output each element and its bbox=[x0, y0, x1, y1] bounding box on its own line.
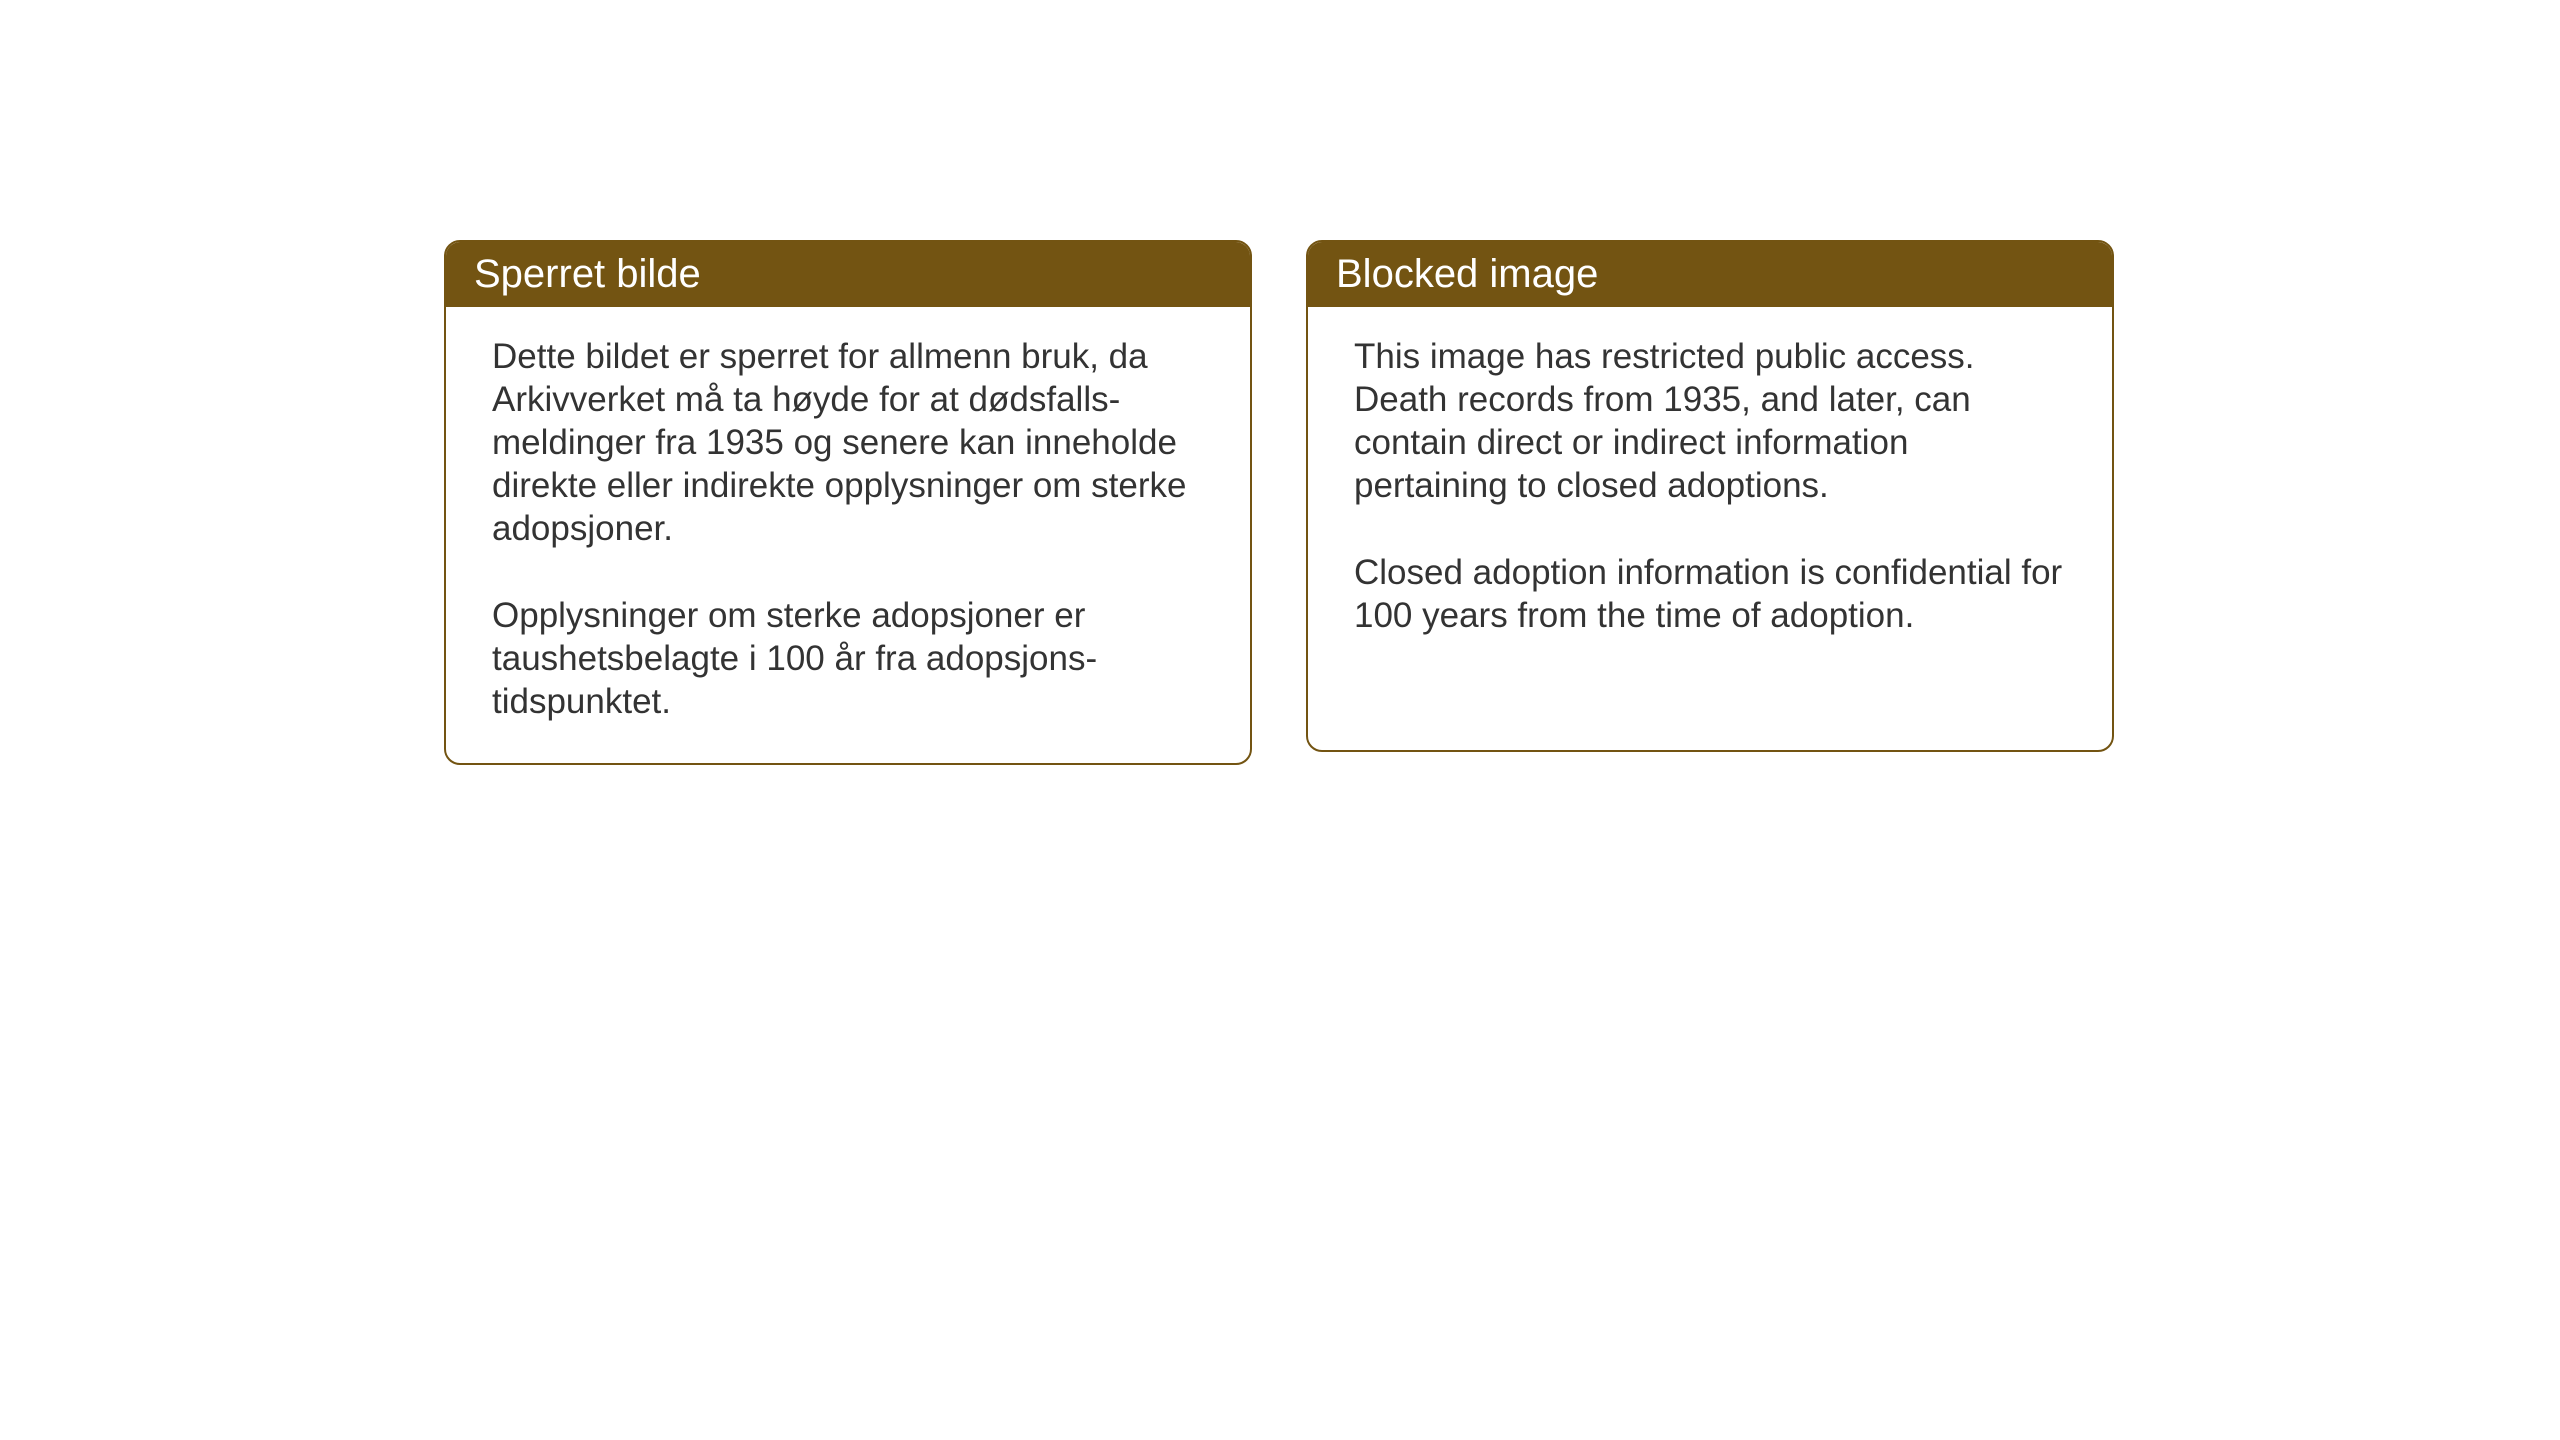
paragraph-en-1: This image has restricted public access.… bbox=[1354, 335, 2066, 507]
notice-card-english: Blocked image This image has restricted … bbox=[1306, 240, 2114, 752]
notice-container: Sperret bilde Dette bildet er sperret fo… bbox=[444, 240, 2114, 765]
card-header-norwegian: Sperret bilde bbox=[446, 242, 1250, 307]
paragraph-en-2: Closed adoption information is confident… bbox=[1354, 551, 2066, 637]
card-header-english: Blocked image bbox=[1308, 242, 2112, 307]
card-body-english: This image has restricted public access.… bbox=[1308, 307, 2112, 677]
card-body-norwegian: Dette bildet er sperret for allmenn bruk… bbox=[446, 307, 1250, 763]
paragraph-no-1: Dette bildet er sperret for allmenn bruk… bbox=[492, 335, 1204, 550]
paragraph-no-2: Opplysninger om sterke adopsjoner er tau… bbox=[492, 594, 1204, 723]
notice-card-norwegian: Sperret bilde Dette bildet er sperret fo… bbox=[444, 240, 1252, 765]
